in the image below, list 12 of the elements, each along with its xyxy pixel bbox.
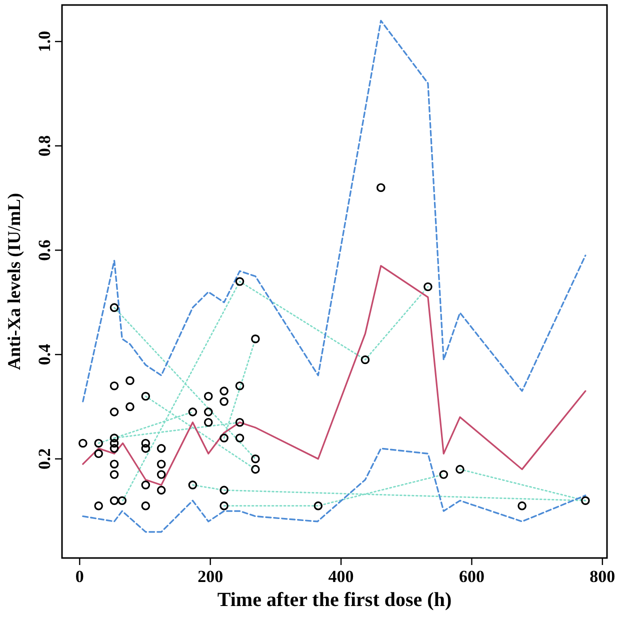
x-tick-label: 800 <box>590 567 616 586</box>
y-tick-label: 0.6 <box>35 240 54 261</box>
x-tick-label: 600 <box>458 567 484 586</box>
y-tick-label: 1.0 <box>35 30 54 52</box>
x-tick-label: 200 <box>198 567 224 586</box>
y-tick-label: 0.8 <box>35 135 54 156</box>
x-axis-title: Time after the first dose (h) <box>217 589 452 611</box>
y-tick-label: 0.2 <box>35 448 54 470</box>
y-axis-title: Anti-Xa levels (IU/mL) <box>4 193 24 370</box>
x-tick-label: 0 <box>75 567 84 586</box>
y-tick-label: 0.4 <box>35 343 54 366</box>
x-tick-label: 400 <box>328 567 354 586</box>
